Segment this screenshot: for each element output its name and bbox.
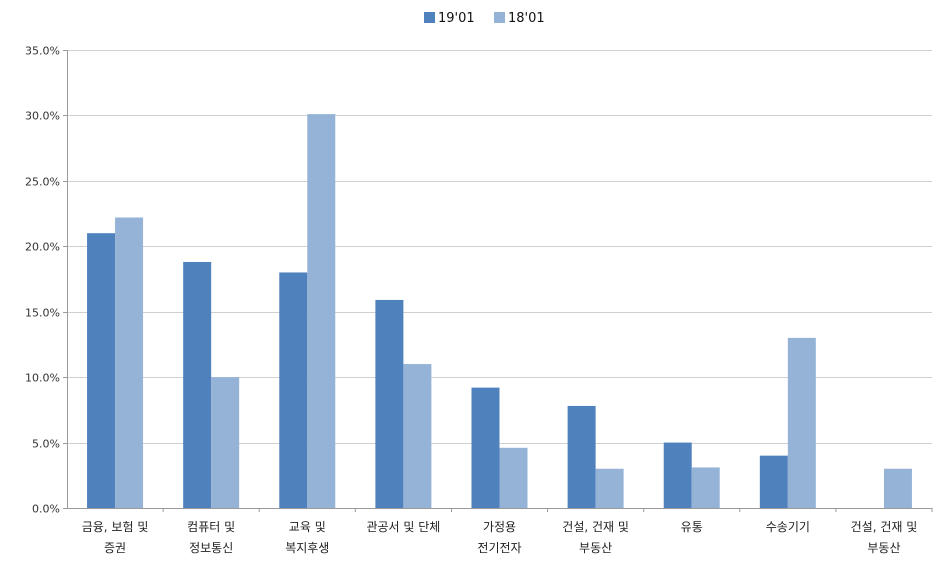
bar-series-1 bbox=[375, 299, 404, 508]
y-tick-label: 5.0% bbox=[32, 438, 60, 451]
axes bbox=[63, 50, 933, 512]
bar-series-2 bbox=[691, 467, 720, 508]
category-label: 유통 bbox=[681, 520, 703, 534]
category-label: 복지후생 bbox=[285, 541, 329, 555]
category-label: 정보통신 bbox=[189, 541, 233, 555]
bar-series-1 bbox=[663, 442, 692, 508]
category-label: 전기전자 bbox=[477, 541, 521, 555]
bar-series-2 bbox=[499, 447, 528, 508]
bar-series-1 bbox=[567, 405, 596, 508]
bar-series-2 bbox=[595, 468, 624, 508]
bar-series-1 bbox=[279, 272, 308, 508]
category-label: 교육 및 bbox=[289, 520, 326, 534]
legend-swatch bbox=[494, 12, 505, 23]
y-tick-label: 20.0% bbox=[25, 241, 60, 254]
category-label: 부동산 bbox=[867, 541, 900, 555]
bar-series-1 bbox=[87, 233, 116, 508]
bar-series-1 bbox=[759, 455, 788, 508]
bar-series-2 bbox=[115, 217, 144, 509]
y-tick-label: 35.0% bbox=[25, 45, 60, 58]
category-label: 관공서 및 단체 bbox=[366, 520, 440, 534]
bar-series-1 bbox=[183, 261, 212, 508]
category-label: 컴퓨터 및 bbox=[187, 520, 235, 534]
bar-series-2 bbox=[787, 337, 816, 508]
legend: 19'01 18'01 bbox=[424, 11, 545, 26]
legend-label: 19'01 bbox=[438, 11, 475, 26]
bar-series-2 bbox=[403, 364, 432, 508]
bar-series-2 bbox=[307, 114, 336, 509]
y-tick-label: 15.0% bbox=[25, 307, 60, 320]
bar-series-1 bbox=[471, 387, 500, 508]
legend-label: 18'01 bbox=[508, 11, 545, 26]
category-label: 건설, 건재 및 bbox=[851, 520, 918, 534]
y-tick-label: 30.0% bbox=[25, 110, 60, 123]
category-label: 수송기기 bbox=[766, 520, 810, 534]
category-label: 증권 bbox=[104, 541, 126, 555]
bar-series-2 bbox=[211, 377, 240, 508]
y-tick-label: 0.0% bbox=[32, 503, 60, 516]
y-tick-label: 25.0% bbox=[25, 176, 60, 189]
y-tick-label: 10.0% bbox=[25, 372, 60, 385]
category-label: 부동산 bbox=[579, 541, 612, 555]
category-label: 건설, 건재 및 bbox=[562, 520, 629, 534]
bar-series-2 bbox=[883, 468, 912, 508]
category-label: 가정용 bbox=[483, 520, 516, 534]
y-tick-labels: 0.0% 5.0% 10.0% 15.0% 20.0% 25.0% 30.0% 35.0% bbox=[25, 45, 60, 516]
category-label: 금융, 보험 및 bbox=[82, 520, 149, 534]
legend-swatch bbox=[424, 12, 435, 23]
bars bbox=[87, 114, 912, 509]
